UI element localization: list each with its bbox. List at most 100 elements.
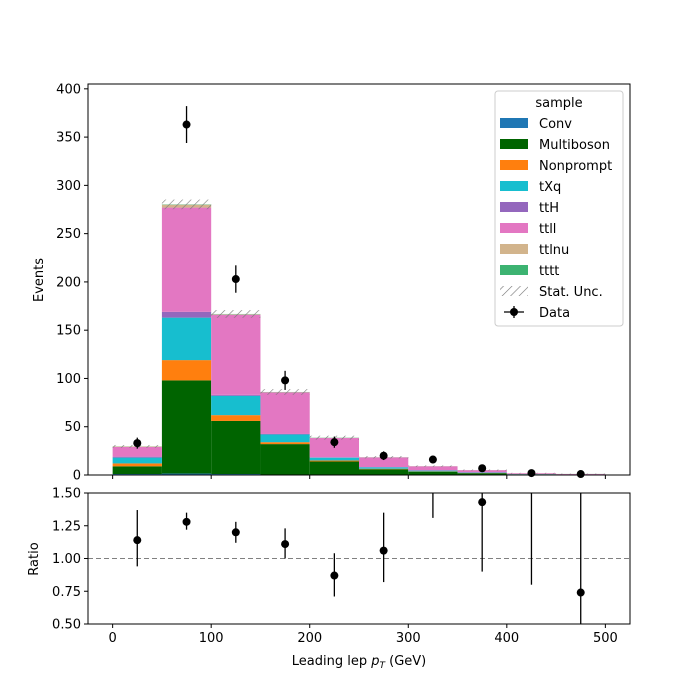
legend-swatch-ttlnu	[500, 244, 528, 254]
bar-multiboson-bin-5	[359, 469, 409, 475]
legend-swatch-stat-unc	[500, 286, 528, 296]
ratio-y-tick-label-4: 1.50	[52, 487, 81, 502]
ratio-point-1	[182, 517, 191, 526]
y-tick-label-4: 200	[56, 275, 81, 290]
legend-swatch-nonprompt	[500, 160, 528, 170]
y-tick-label-7: 350	[56, 131, 81, 146]
bar-txq-bin-0	[112, 457, 162, 464]
legend: sample Conv Multiboson Nonprompt tXq ttH ttll…	[494, 90, 624, 327]
legend-data-marker	[510, 308, 518, 316]
bar-nonprompt-bin-1	[161, 360, 212, 381]
ratio-point-3	[281, 540, 290, 549]
x-tick-label-3: 300	[396, 631, 421, 646]
bar-ttll-bin-0	[112, 447, 162, 457]
bar-tth-bin-2	[211, 394, 261, 396]
ratio-y-axis-ticks: 0.50 0.75 1.00 1.25 1.50	[52, 487, 88, 633]
y-tick-label-1: 50	[64, 420, 81, 435]
x-tick-label-2: 200	[297, 631, 322, 646]
legend-label-ttll: ttll	[539, 222, 556, 237]
stacked-bars	[112, 204, 606, 475]
stat-unc-bin-1	[161, 199, 212, 210]
ratio-axes-frame	[87, 492, 631, 625]
legend-swatch-ttll	[500, 223, 528, 233]
bar-txq-bin-2	[211, 395, 261, 416]
stat-unc-bin-2	[211, 310, 261, 318]
bar-txq-bin-1	[161, 317, 212, 361]
bar-tth-bin-1	[161, 311, 212, 318]
data-point-7	[478, 464, 487, 473]
bar-multiboson-bin-0	[112, 466, 162, 475]
bar-txq-bin-6	[408, 470, 458, 472]
ratio-x-axis-ticks: 0 100 200 300 400 500	[108, 624, 618, 646]
legend-label-stat-unc: Stat. Unc.	[539, 285, 603, 300]
bar-multiboson-bin-7	[457, 473, 507, 475]
legend-title: sample	[535, 96, 582, 111]
legend-swatch-conv	[500, 118, 528, 128]
y-axis-label: Events	[32, 258, 47, 302]
ratio-point-2	[231, 528, 240, 537]
x-tick-label-5: 500	[593, 631, 618, 646]
x-axis-label: Leading lep pT (GeV)	[292, 654, 426, 671]
ratio-panel: 0.50 0.75 1.00 1.25 1.50 0 100 200 300 400 500 Ra…	[27, 487, 631, 671]
legend-label-conv: Conv	[539, 117, 572, 132]
x-tick-label-0: 0	[108, 631, 116, 646]
bar-nonprompt-bin-0	[112, 463, 162, 467]
data-point-5	[379, 451, 388, 460]
bar-multiboson-bin-2	[211, 420, 261, 475]
bar-conv-bin-1	[161, 473, 212, 475]
ratio-y-axis-label: Ratio	[27, 542, 42, 575]
legend-label-data: Data	[539, 306, 570, 321]
main-axes-frame	[87, 83, 631, 476]
bar-multiboson-bin-4	[309, 461, 359, 475]
ratio-point-9	[576, 588, 585, 597]
main-panel: 0 50 100 150 200 250 300 350 400 Events sample C…	[32, 82, 631, 484]
stat-unc-bin-6	[408, 465, 458, 467]
bar-tth-bin-0	[112, 456, 162, 458]
ratio-y-tick-label-3: 1.25	[52, 519, 81, 534]
bar-nonprompt-bin-4	[309, 460, 359, 462]
ratio-point-5	[379, 546, 388, 555]
legend-label-multiboson: Multiboson	[539, 138, 610, 153]
legend-label-nonprompt: Nonprompt	[539, 159, 612, 174]
x-tick-label-1: 100	[199, 631, 224, 646]
data-point-4	[330, 438, 339, 447]
y-tick-label-2: 100	[56, 372, 81, 387]
bar-ttll-bin-5	[359, 457, 409, 468]
bar-ttll-bin-6	[408, 466, 458, 471]
y-tick-label-0: 0	[73, 469, 81, 484]
data-point-0	[133, 439, 142, 448]
legend-items: Conv Multiboson Nonprompt tXq ttH ttll ttlnu tt…	[500, 117, 612, 321]
data-points	[133, 106, 585, 479]
y-tick-label-5: 250	[56, 227, 81, 242]
legend-label-tttt: tttt	[539, 264, 559, 279]
stat-unc-bin-3	[260, 389, 310, 395]
y-tick-label-3: 150	[56, 324, 81, 339]
ratio-point-7	[478, 498, 487, 507]
x-tick-label-4: 400	[494, 631, 519, 646]
bar-nonprompt-bin-2	[211, 415, 261, 421]
legend-label-tth: ttH	[539, 201, 559, 216]
bar-ttll-bin-2	[211, 314, 261, 395]
bar-nonprompt-bin-3	[260, 442, 310, 445]
legend-label-ttlnu: ttlnu	[539, 243, 569, 258]
data-point-8	[527, 469, 536, 478]
ratio-y-tick-label-2: 1.00	[52, 552, 81, 567]
data-point-1	[182, 120, 191, 129]
y-tick-label-8: 400	[56, 82, 81, 97]
bar-ttll-bin-1	[161, 207, 212, 312]
legend-swatch-txq	[500, 181, 528, 191]
bar-txq-bin-4	[309, 457, 359, 461]
ratio-point-0	[133, 536, 142, 545]
data-point-6	[428, 455, 437, 464]
legend-label-txq: tXq	[539, 180, 561, 195]
legend-swatch-tttt	[500, 265, 528, 275]
ratio-points	[133, 493, 585, 624]
bar-multiboson-bin-3	[260, 444, 310, 475]
data-point-9	[576, 470, 585, 479]
legend-swatch-tth	[500, 202, 528, 212]
y-tick-label-6: 300	[56, 179, 81, 194]
bar-txq-bin-5	[359, 467, 409, 469]
bar-multiboson-bin-1	[161, 380, 212, 474]
ratio-y-tick-label-0: 0.50	[52, 618, 81, 633]
